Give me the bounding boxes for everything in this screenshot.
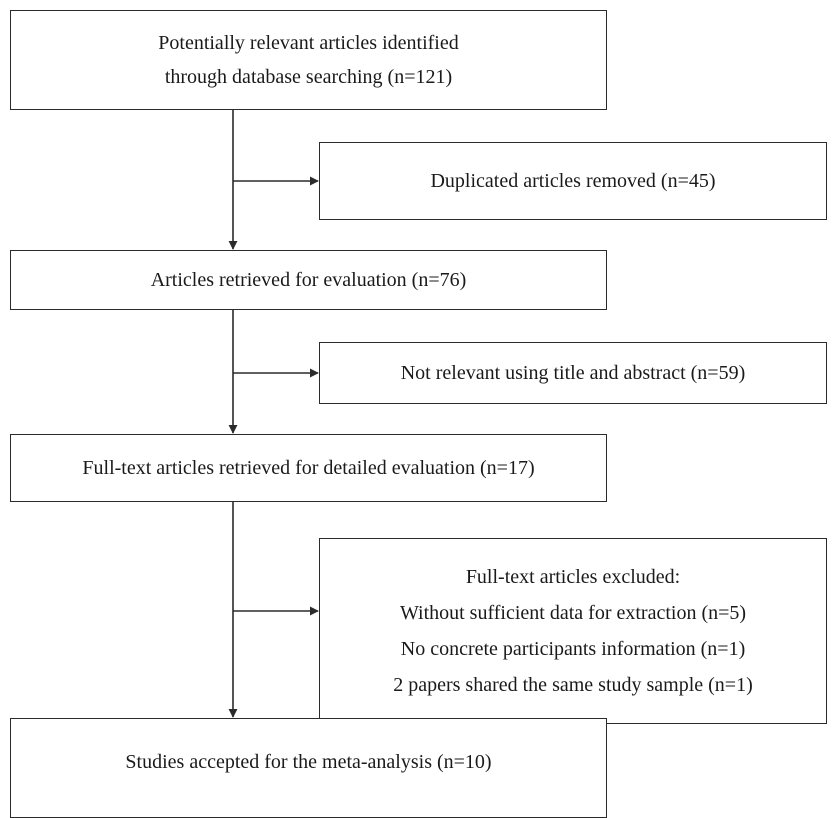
duplicates-removed-box: Duplicated articles removed (n=45) <box>319 142 827 220</box>
excluded-reason-2: No concrete participants information (n=… <box>400 638 746 660</box>
full-text-retrieved-text: Full-text articles retrieved for detaile… <box>82 457 535 479</box>
identified-line-1: Potentially relevant articles identified <box>158 32 459 54</box>
excluded-reason-3: 2 papers shared the same study sample (n… <box>393 674 753 696</box>
not-relevant-box: Not relevant using title and abstract (n… <box>319 342 827 404</box>
duplicates-removed-text: Duplicated articles removed (n=45) <box>430 170 716 192</box>
studies-accepted-box: Studies accepted for the meta-analysis (… <box>10 718 607 818</box>
identified-line-2: through database searching (n=121) <box>164 66 453 88</box>
excluded-reason-1: Without sufficient data for extraction (… <box>399 602 747 624</box>
not-relevant-text: Not relevant using title and abstract (n… <box>400 362 746 384</box>
full-text-excluded-box: Full-text articles excluded: Without suf… <box>319 538 827 724</box>
accepted-text: Studies accepted for the meta-analysis (… <box>125 751 492 773</box>
retrieved-for-evaluation-box: Articles retrieved for evaluation (n=76) <box>10 250 607 310</box>
excluded-heading: Full-text articles excluded: <box>465 566 681 588</box>
identified-box: Potentially relevant articles identified… <box>10 10 607 110</box>
full-text-retrieved-box: Full-text articles retrieved for detaile… <box>10 434 607 502</box>
retrieved-text: Articles retrieved for evaluation (n=76) <box>150 269 467 291</box>
